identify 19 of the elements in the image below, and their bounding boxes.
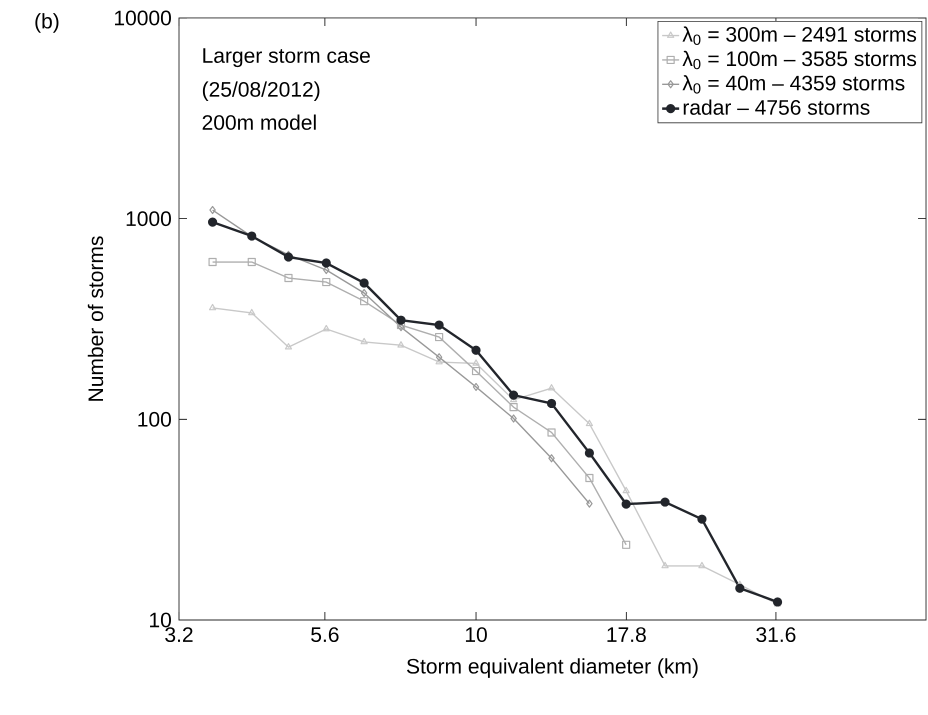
x-tick-label: 31.6 [756, 627, 796, 642]
x-tick-label: 10 [466, 627, 487, 642]
text: (b) [35, 13, 58, 33]
annotation: (25/08/2012) [202, 81, 320, 101]
y-tick-label: 1000 [126, 211, 171, 226]
y-axis-title: Number of storms [88, 236, 104, 401]
legend-label: λ$_{0}$ = 300m – 2491 storms [682, 26, 916, 45]
legend-label: λ$_{0}$ = 100m – 3585 storms [682, 50, 916, 70]
y-tick-label: 100 [138, 412, 171, 427]
x-tick-label: 5.6 [311, 627, 339, 642]
legend-label: radar – 4756 storms [684, 99, 870, 115]
x-tick-label: 17.8 [607, 627, 646, 642]
annotation: Larger storm case [203, 48, 370, 68]
annotation: 200m model [202, 114, 316, 130]
y-tick-label: 10000 [115, 10, 171, 26]
x-axis-title: Storm equivalent diameter (km) [406, 658, 698, 678]
y-tick-label: 10 [150, 612, 171, 628]
x-tick-label: 3.2 [165, 627, 193, 642]
legend-label: λ$_{0}$ = 40m – 4359 storms [682, 75, 904, 94]
